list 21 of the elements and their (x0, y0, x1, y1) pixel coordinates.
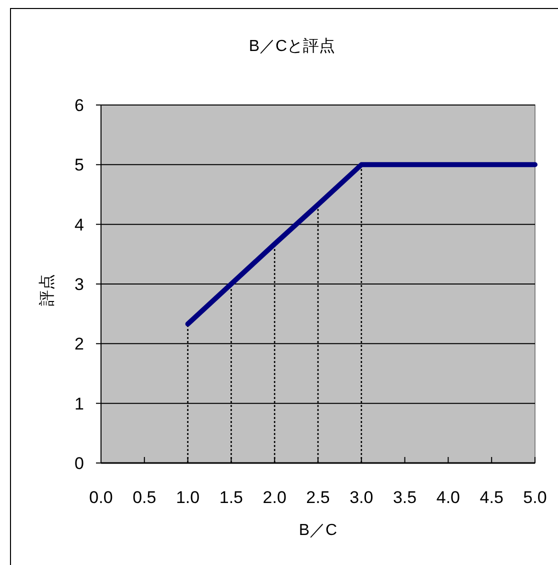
y-tick-label: 3 (74, 275, 84, 294)
x-tick-label: 1.5 (219, 488, 244, 507)
y-tick-label: 5 (74, 156, 84, 175)
x-axis-title: B／C (298, 522, 338, 539)
y-tick-label: 1 (74, 394, 84, 414)
y-tick-label: 2 (74, 334, 84, 354)
x-tick-label: 4.0 (436, 488, 460, 507)
x-tick-label: 0.5 (132, 488, 156, 507)
y-axis-title: 評点 (38, 274, 56, 306)
x-tick-label: 3.0 (350, 488, 374, 507)
x-tick-label: 4.5 (480, 488, 504, 507)
x-tick-label: 1.0 (176, 488, 200, 507)
chart-title: B／Cと評点 (248, 37, 336, 55)
y-tick-label: 0 (74, 454, 84, 473)
x-tick-label: 3.5 (392, 488, 417, 507)
x-tick-label: 2.5 (306, 488, 330, 507)
y-tick-label: 4 (74, 215, 84, 234)
x-tick-label: 0.0 (89, 488, 113, 507)
y-tick-label: 6 (74, 96, 84, 115)
x-tick-label: 5.0 (523, 488, 547, 507)
x-tick-label: 2.0 (262, 488, 286, 507)
